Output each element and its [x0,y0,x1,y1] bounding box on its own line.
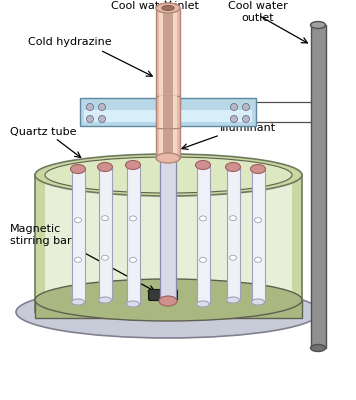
Bar [159,8,177,158]
Ellipse shape [197,301,209,307]
Ellipse shape [159,152,177,162]
Ellipse shape [225,162,241,172]
Circle shape [99,116,105,122]
Circle shape [99,104,105,110]
Ellipse shape [35,154,302,196]
Text: Cool water inlet: Cool water inlet [111,1,199,11]
Ellipse shape [72,299,84,305]
Ellipse shape [255,257,262,262]
Bar [197,166,210,304]
Ellipse shape [199,216,206,221]
Ellipse shape [159,296,177,306]
Ellipse shape [160,296,176,304]
Ellipse shape [72,167,84,173]
Ellipse shape [255,218,262,223]
Ellipse shape [130,257,136,262]
FancyBboxPatch shape [148,290,178,300]
Ellipse shape [251,164,266,174]
Ellipse shape [251,299,265,305]
Ellipse shape [195,160,210,170]
Circle shape [242,116,250,122]
Ellipse shape [35,279,302,321]
Bar [127,166,140,304]
Bar [163,8,173,158]
Ellipse shape [101,255,109,260]
Ellipse shape [126,301,140,307]
Bar [159,96,177,128]
Text: Magnetic
stirring bar: Magnetic stirring bar [10,224,72,246]
Ellipse shape [99,297,111,303]
Ellipse shape [130,216,136,221]
Ellipse shape [199,257,206,262]
Text: Cold hydrazine: Cold hydrazine [28,37,112,47]
Text: Cool water
outlet: Cool water outlet [228,1,288,22]
Text: Illuminant: Illuminant [220,123,276,133]
Bar [35,300,302,318]
Bar [72,170,85,302]
Ellipse shape [156,153,180,163]
Bar [45,175,292,312]
Ellipse shape [74,218,82,223]
Ellipse shape [98,162,112,172]
Ellipse shape [99,165,111,171]
Ellipse shape [160,154,176,162]
Ellipse shape [74,257,82,262]
Bar [84,110,252,122]
Ellipse shape [126,160,141,170]
Ellipse shape [162,6,174,10]
Ellipse shape [230,255,236,260]
Bar [311,25,326,348]
Ellipse shape [156,3,180,13]
Ellipse shape [230,216,236,221]
Bar [80,98,256,126]
Circle shape [242,104,250,110]
Text: Quartz tube: Quartz tube [10,127,77,137]
Ellipse shape [16,286,320,338]
Ellipse shape [126,163,140,169]
Ellipse shape [101,216,109,221]
Bar [163,96,173,128]
Circle shape [87,104,94,110]
Ellipse shape [226,297,240,303]
Bar [252,170,265,302]
Bar [156,8,180,158]
Bar [35,175,302,312]
Bar [156,96,180,128]
Ellipse shape [197,163,209,169]
Ellipse shape [251,167,265,173]
Ellipse shape [310,22,325,28]
Circle shape [230,116,237,122]
Ellipse shape [226,165,240,171]
Ellipse shape [45,157,292,193]
Bar [160,158,176,300]
Circle shape [87,116,94,122]
Ellipse shape [70,164,85,174]
Circle shape [230,104,237,110]
Bar [99,168,112,300]
Bar [227,168,240,300]
Ellipse shape [310,344,325,352]
